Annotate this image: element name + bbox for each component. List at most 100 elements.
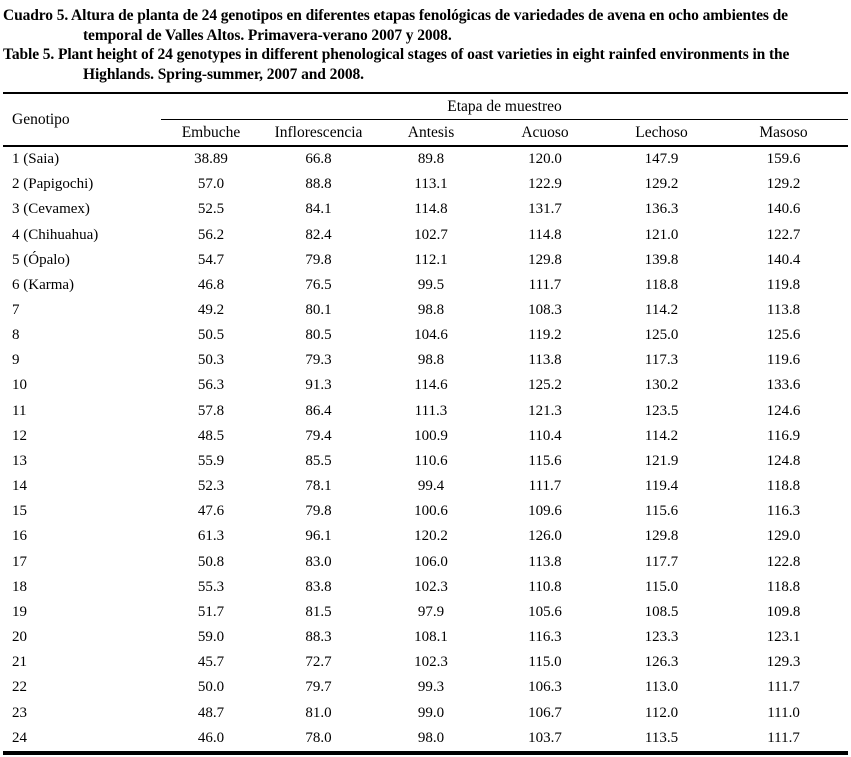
value-cell: 98.8 bbox=[417, 302, 445, 319]
value-cell: 122.8 bbox=[766, 553, 801, 570]
value-cell: 109.6 bbox=[528, 503, 562, 520]
value-cell: 121.9 bbox=[644, 452, 679, 469]
value-cell: 49.2 bbox=[197, 302, 225, 319]
stage-header-row: Embuche Inflorescencia Antesis Acuoso Lechos… bbox=[3, 119, 849, 147]
table-caption-block: Cuadro 5. Altura de planta de 24 genotip… bbox=[0, 0, 851, 84]
value-cell: 82.4 bbox=[305, 226, 332, 243]
value-cell: 99.4 bbox=[417, 478, 445, 495]
column-header-acuoso: Acuoso bbox=[486, 119, 604, 147]
value-cell: 98.0 bbox=[417, 729, 445, 746]
table-body: 1 (Saia) 38.89 66.8 89.8 120.0 147.9 159.6 2 (P… bbox=[3, 146, 848, 753]
value-cell: 117.3 bbox=[644, 352, 679, 369]
genotype-cell: 21 bbox=[12, 654, 27, 671]
value-cell: 98.8 bbox=[417, 352, 445, 369]
table-row: 2 (Papigochi) 57.0 88.8 113.1 122.9 129.2 129.… bbox=[3, 172, 848, 197]
value-cell: 122.9 bbox=[528, 176, 562, 193]
value-cell: 118.8 bbox=[766, 578, 801, 595]
value-cell: 99.0 bbox=[417, 704, 445, 721]
value-cell: 72.7 bbox=[305, 654, 332, 671]
value-cell: 83.8 bbox=[305, 578, 332, 595]
value-cell: 51.7 bbox=[197, 603, 225, 620]
value-cell: 54.7 bbox=[197, 251, 225, 268]
value-cell: 113.8 bbox=[528, 352, 562, 369]
value-cell: 124.6 bbox=[766, 402, 801, 419]
value-cell: 52.5 bbox=[197, 201, 225, 218]
value-cell: 79.8 bbox=[305, 251, 332, 268]
value-cell: 111.3 bbox=[414, 402, 448, 419]
value-cell: 129.3 bbox=[766, 654, 801, 671]
value-cell: 111.0 bbox=[767, 704, 800, 721]
genotype-cell: 16 bbox=[12, 528, 27, 545]
value-cell: 108.5 bbox=[644, 603, 679, 620]
value-cell: 114.2 bbox=[644, 302, 679, 319]
table-row: 13 55.9 85.5 110.6 115.6 121.9 124.8 bbox=[3, 449, 848, 474]
value-cell: 140.4 bbox=[766, 251, 801, 268]
value-cell: 119.2 bbox=[528, 327, 562, 344]
value-cell: 99.5 bbox=[417, 276, 445, 293]
value-cell: 79.4 bbox=[305, 427, 332, 444]
value-cell: 130.2 bbox=[644, 377, 679, 394]
value-cell: 76.5 bbox=[305, 276, 332, 293]
value-cell: 102.3 bbox=[414, 654, 448, 671]
value-cell: 124.8 bbox=[766, 452, 801, 469]
value-cell: 115.0 bbox=[528, 654, 562, 671]
value-cell: 81.0 bbox=[305, 704, 332, 721]
value-cell: 79.7 bbox=[305, 679, 332, 696]
value-cell: 47.6 bbox=[197, 503, 225, 520]
value-cell: 56.3 bbox=[197, 377, 225, 394]
value-cell: 115.6 bbox=[644, 503, 679, 520]
caption-spanish-line1: Cuadro 5. Altura de planta de 24 genotip… bbox=[3, 7, 788, 24]
value-cell: 99.3 bbox=[417, 679, 445, 696]
value-cell: 110.6 bbox=[414, 452, 448, 469]
table-head: Genotipo Etapa de muestreo Embuche Inflor… bbox=[3, 92, 849, 147]
value-cell: 38.89 bbox=[194, 151, 228, 168]
value-cell: 111.7 bbox=[767, 729, 800, 746]
value-cell: 111.7 bbox=[767, 679, 800, 696]
value-cell: 123.5 bbox=[644, 402, 679, 419]
value-cell: 57.0 bbox=[197, 176, 225, 193]
caption-english-line2: Highlands. Spring-summer, 2007 and 2008. bbox=[83, 65, 364, 83]
table-row: 11 57.8 86.4 111.3 121.3 123.5 124.6 bbox=[3, 399, 848, 424]
table-row: 19 51.7 81.5 97.9 105.6 108.5 109.8 bbox=[3, 600, 848, 625]
value-cell: 114.6 bbox=[414, 377, 448, 394]
value-cell: 113.8 bbox=[528, 553, 562, 570]
table-row: 7 49.2 80.1 98.8 108.3 114.2 113.8 bbox=[3, 298, 848, 323]
column-header-embuche: Embuche bbox=[161, 119, 261, 147]
value-cell: 129.2 bbox=[766, 176, 801, 193]
value-cell: 147.9 bbox=[644, 151, 679, 168]
value-cell: 116.3 bbox=[766, 503, 801, 520]
value-cell: 119.6 bbox=[766, 352, 801, 369]
table-row: 5 (Ópalo) 54.7 79.8 112.1 129.8 139.8 140.4 bbox=[3, 248, 848, 273]
genotype-cell: 11 bbox=[12, 402, 27, 419]
value-cell: 45.7 bbox=[197, 654, 225, 671]
value-cell: 126.3 bbox=[644, 654, 679, 671]
genotype-cell: 2 (Papigochi) bbox=[12, 176, 94, 193]
genotype-cell: 19 bbox=[12, 603, 27, 620]
value-cell: 116.3 bbox=[528, 629, 562, 646]
plant-height-table: Genotipo Etapa de muestreo Embuche Inflor… bbox=[3, 92, 849, 755]
value-cell: 50.3 bbox=[197, 352, 225, 369]
value-cell: 50.8 bbox=[197, 553, 225, 570]
value-cell: 78.1 bbox=[305, 478, 332, 495]
value-cell: 122.7 bbox=[766, 226, 801, 243]
value-cell: 48.5 bbox=[197, 427, 225, 444]
table-row: 20 59.0 88.3 108.1 116.3 123.3 123.1 bbox=[3, 625, 848, 650]
table-row: 16 61.3 96.1 120.2 126.0 129.8 129.0 bbox=[3, 524, 848, 549]
value-cell: 125.2 bbox=[528, 377, 562, 394]
value-cell: 114.8 bbox=[528, 226, 562, 243]
value-cell: 55.9 bbox=[197, 452, 225, 469]
value-cell: 88.3 bbox=[305, 629, 332, 646]
value-cell: 102.3 bbox=[414, 578, 448, 595]
value-cell: 50.0 bbox=[197, 679, 225, 696]
value-cell: 97.9 bbox=[417, 603, 445, 620]
genotype-cell: 14 bbox=[12, 478, 27, 495]
value-cell: 61.3 bbox=[197, 528, 225, 545]
value-cell: 84.1 bbox=[305, 201, 332, 218]
value-cell: 80.5 bbox=[305, 327, 332, 344]
value-cell: 115.0 bbox=[644, 578, 679, 595]
value-cell: 118.8 bbox=[766, 478, 801, 495]
table-row: 17 50.8 83.0 106.0 113.8 117.7 122.8 bbox=[3, 550, 848, 575]
value-cell: 129.8 bbox=[528, 251, 562, 268]
genotype-cell: 24 bbox=[12, 729, 27, 746]
